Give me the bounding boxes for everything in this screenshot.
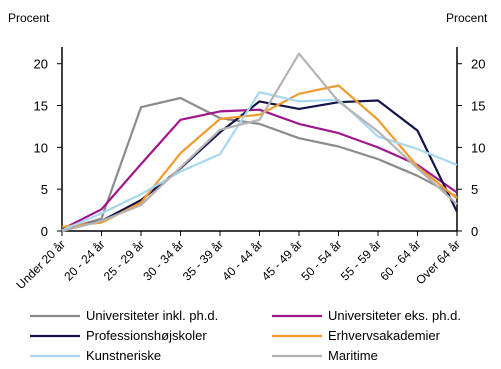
x-tick-label: 40 - 44 år (219, 237, 265, 283)
axes: 0 0 5 5 10 10 15 15 20 20 (34, 47, 485, 239)
series-line (61, 99, 458, 231)
x-tick-label: 20 - 24 år (61, 237, 107, 283)
y-axis-label-left: Procent (8, 11, 50, 25)
x-tick-label: 30 - 34 år (140, 237, 186, 283)
series-line (61, 96, 458, 232)
legend-label: Universiteter inkl. ph.d. (86, 308, 218, 323)
x-tick-label: Under 20 år (13, 237, 68, 292)
legend-label: Universiteter eks. ph.d. (328, 308, 461, 323)
x-tick-label: 55 - 59 år (338, 237, 384, 283)
series-line (61, 52, 458, 233)
y-tick-label-left: 15 (34, 99, 48, 114)
y-tick-label-right: 0 (471, 224, 478, 239)
y-tick-label-left: 0 (41, 224, 48, 239)
legend: Universiteter inkl. ph.d. Universiteter e… (30, 308, 461, 363)
series-line (61, 108, 458, 231)
y-tick-label-left: 10 (34, 140, 48, 155)
legend-label: Erhvervsakademier (328, 328, 441, 343)
y-tick-label-right: 20 (471, 57, 485, 72)
x-tick-label: 25 - 29 år (101, 237, 147, 283)
legend-label: Kunstneriske (86, 348, 161, 363)
series-line (61, 91, 458, 232)
y-axis-label-right: Procent (446, 11, 488, 25)
y-tick-label-left: 20 (34, 57, 48, 72)
x-tick-label: 35 - 39 år (180, 237, 226, 283)
legend-label: Professionshøjskoler (86, 328, 207, 343)
series-layer (61, 52, 458, 233)
y-tick-label-right: 15 (471, 99, 485, 114)
y-tick-label-right: 5 (471, 182, 478, 197)
y-tick-label-left: 5 (41, 182, 48, 197)
legend-label: Maritime (328, 348, 378, 363)
x-tick-label: 50 - 54 år (298, 237, 344, 283)
x-tick-label: 45 - 49 år (259, 237, 305, 283)
y-tick-label-right: 10 (471, 140, 485, 155)
